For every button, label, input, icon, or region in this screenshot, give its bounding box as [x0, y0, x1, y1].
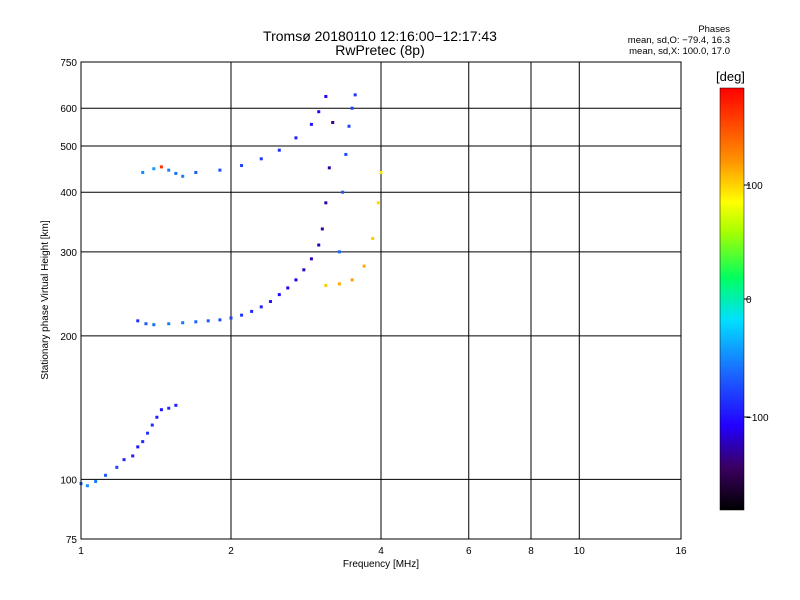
data-point: [152, 323, 156, 327]
y-tick-label: 400: [60, 188, 77, 199]
data-point: [136, 319, 140, 323]
data-point: [341, 190, 345, 194]
plot-frame: [80, 61, 682, 540]
phases-mean-x: mean, sd,X: 100.0, 17.0: [629, 46, 730, 57]
data-point: [324, 94, 328, 98]
data-point: [131, 454, 135, 458]
data-point: [353, 93, 357, 97]
data-point: [309, 122, 313, 126]
data-point: [159, 408, 163, 412]
data-point: [302, 268, 306, 272]
data-point: [218, 168, 222, 172]
data-point: [141, 440, 145, 444]
x-tick-labels: 1 2 4 6 8 10 16: [78, 546, 687, 557]
data-point: [309, 257, 313, 261]
data-point: [104, 473, 108, 477]
data-point: [159, 165, 163, 169]
data-point: [181, 321, 185, 325]
data-point: [240, 164, 244, 168]
phases-heading: Phases: [698, 24, 730, 35]
data-point: [327, 166, 331, 170]
x-tick-label: 6: [466, 546, 472, 557]
y-tick-label: 75: [66, 535, 78, 546]
data-point: [229, 316, 233, 320]
data-point: [317, 243, 321, 247]
data-point: [174, 403, 178, 407]
data-point: [317, 110, 321, 114]
colorbar: [719, 87, 745, 511]
y-tick-label: 600: [60, 104, 77, 115]
data-point: [344, 152, 348, 156]
data-point: [324, 283, 328, 287]
x-tick-label: 10: [574, 546, 586, 557]
colorbar-tick-label: 100: [746, 181, 763, 192]
data-point: [376, 201, 380, 205]
data-point: [324, 201, 328, 205]
y-tick-labels: 75 100 200 300 400 500 600 750: [60, 58, 77, 546]
data-point: [277, 293, 281, 297]
data-point: [206, 319, 210, 323]
data-point: [181, 174, 185, 178]
data-point: [194, 320, 198, 324]
data-point: [350, 106, 354, 110]
data-point: [85, 484, 89, 488]
data-point: [294, 136, 298, 140]
data-point: [150, 423, 154, 427]
colorbar-tick-label: 0: [746, 295, 752, 306]
data-point: [167, 168, 171, 172]
data-point: [350, 278, 354, 282]
data-point: [136, 445, 140, 449]
data-point: [286, 286, 290, 290]
data-point: [94, 479, 98, 483]
x-axis-label: Frequency [MHz]: [343, 559, 419, 570]
x-tick-label: 1: [78, 546, 84, 557]
data-point: [379, 170, 383, 174]
phases-mean-o: mean, sd,O: −79.4, 16.3: [627, 35, 730, 46]
data-point: [347, 124, 351, 128]
data-point: [141, 170, 145, 174]
data-point: [320, 227, 324, 231]
x-tick-label: 2: [228, 546, 234, 557]
data-point: [337, 250, 341, 254]
colorbar-label: [deg]: [716, 69, 745, 84]
x-tick-label: 4: [378, 546, 384, 557]
data-point: [155, 415, 159, 419]
y-tick-label: 200: [60, 332, 77, 343]
data-point: [277, 148, 281, 152]
data-point: [167, 322, 171, 326]
data-point: [294, 278, 298, 282]
data-point: [240, 313, 244, 317]
data-point: [362, 264, 366, 268]
data-point: [259, 305, 263, 309]
chart-title: Tromsø 20180110 12:16:00−12:17:43: [263, 28, 497, 44]
grid-lines: [81, 62, 681, 539]
data-point: [115, 465, 119, 469]
y-tick-label: 500: [60, 142, 77, 153]
data-point: [268, 300, 272, 304]
data-point: [337, 282, 341, 286]
data-point: [146, 431, 150, 435]
x-tick-label: 8: [528, 546, 534, 557]
data-point: [122, 458, 126, 462]
y-axis-label: Stationary phase Virtual Height [km]: [40, 220, 51, 380]
data-point: [152, 167, 156, 171]
data-point: [371, 236, 375, 240]
data-point: [194, 170, 198, 174]
data-point: [218, 318, 222, 322]
data-point: [259, 157, 263, 161]
y-tick-label: 100: [60, 475, 77, 486]
y-tick-label: 300: [60, 248, 77, 259]
data-point: [174, 171, 178, 175]
data-point: [167, 406, 171, 410]
data-points: [79, 93, 383, 488]
data-point: [250, 309, 254, 313]
data-point: [331, 121, 335, 125]
data-point: [144, 322, 148, 326]
colorbar-tick-label: −100: [746, 413, 769, 424]
y-tick-label: 750: [60, 58, 77, 69]
x-tick-label: 16: [675, 546, 687, 557]
chart-subtitle: RwPretec (8p): [335, 42, 425, 58]
